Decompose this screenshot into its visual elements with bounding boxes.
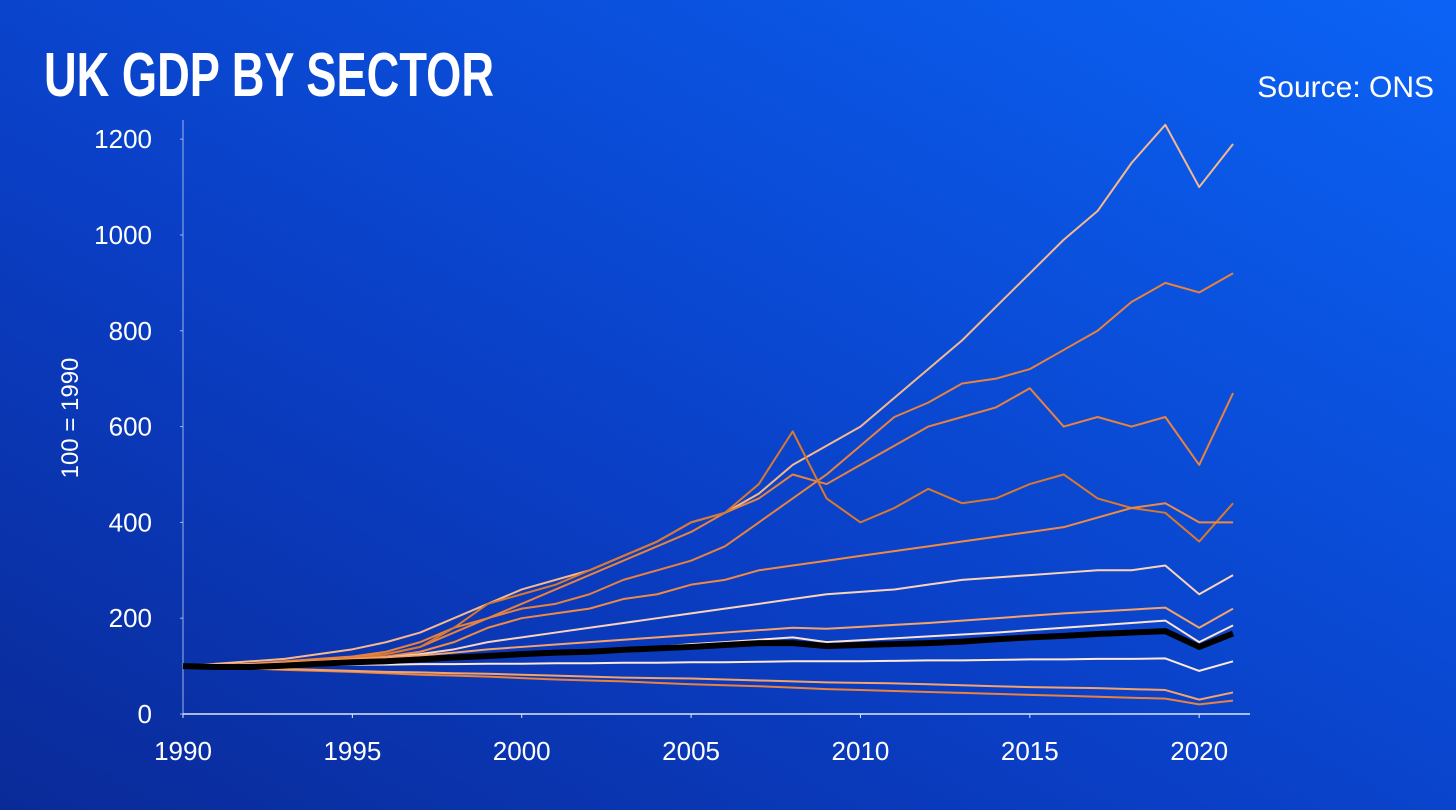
y-tick-label: 0 <box>138 699 152 729</box>
x-tick-label: 1990 <box>154 736 212 766</box>
y-tick-label: 400 <box>109 507 152 537</box>
x-tick-label: 2010 <box>832 736 890 766</box>
y-tick-label: 200 <box>109 603 152 633</box>
x-tick-label: 2015 <box>1001 736 1059 766</box>
y-tick-label: 600 <box>109 412 152 442</box>
series-line <box>182 387 1234 668</box>
series-line <box>182 665 1234 706</box>
chart-title: UK GDP BY SECTOR <box>44 41 494 110</box>
x-tick-label: 1995 <box>323 736 381 766</box>
y-tick-label: 1000 <box>94 220 152 250</box>
series-line <box>182 272 1234 668</box>
y-axis-label: 100 = 1990 <box>57 358 84 479</box>
y-tick-label: 1200 <box>94 124 152 154</box>
x-tick-label: 2020 <box>1170 736 1228 766</box>
x-tick-label: 2005 <box>662 736 720 766</box>
series-line <box>182 606 1234 668</box>
y-tick-label: 800 <box>109 316 152 346</box>
series-line <box>182 628 1235 671</box>
source: Source: ONS <box>1257 71 1434 104</box>
x-tick-label: 2000 <box>493 736 551 766</box>
series-line <box>182 665 1234 701</box>
